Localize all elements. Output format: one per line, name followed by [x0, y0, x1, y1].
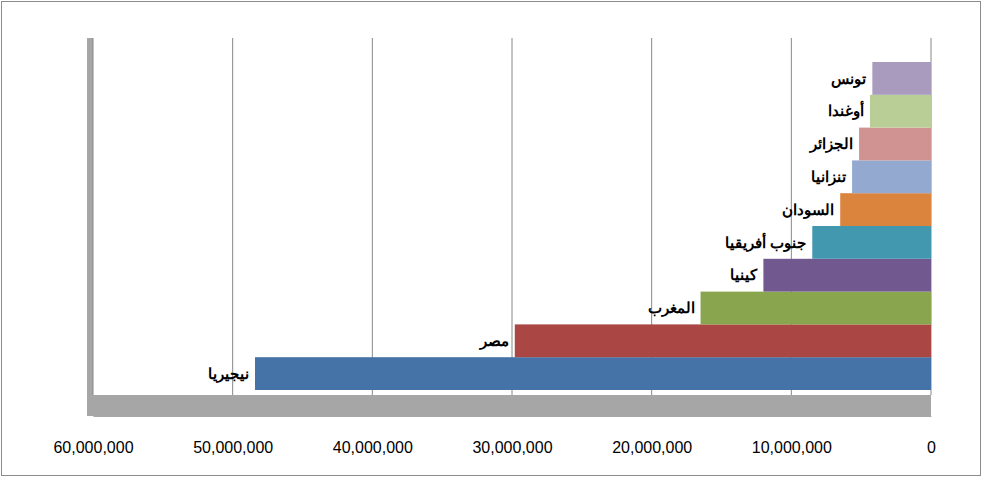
bar [515, 324, 931, 357]
x-axis: 0 10,000,000 20,000,000 30,000,000 40,000,00… [53, 416, 936, 456]
category-label: مصر [479, 332, 509, 350]
bar [763, 259, 931, 292]
floor [87, 395, 931, 416]
tick-label: 60,000,000 [53, 439, 133, 456]
category-label: تنزانيا [811, 168, 846, 186]
grid-line [232, 38, 233, 395]
axis-line [94, 416, 932, 417]
tick-label: 30,000,000 [472, 439, 552, 456]
tick: 60,000,000 [53, 416, 133, 456]
bar [812, 226, 931, 259]
side-wall [87, 38, 93, 416]
bar [859, 128, 931, 161]
bar [870, 95, 931, 128]
tick-label: 40,000,000 [333, 439, 413, 456]
category-label: جنوب أفريقيا [725, 232, 806, 252]
grid [93, 38, 931, 395]
category-label: تونس [831, 70, 866, 88]
tick-label: 10,000,000 [752, 439, 832, 456]
outer-frame [2, 2, 981, 476]
tick-label: 0 [927, 439, 936, 456]
tick-label: 50,000,000 [193, 439, 273, 456]
bar [701, 292, 931, 325]
grid-line [93, 38, 94, 395]
grid-line [512, 38, 513, 395]
category-labels: نيجيريا مصر المغرب كينيا جنوب أفريقيا السودان… [208, 70, 866, 383]
bar [872, 62, 931, 95]
category-label: كينيا [730, 266, 758, 283]
tick: 10,000,000 [752, 416, 832, 456]
bars [255, 62, 931, 390]
category-label: نيجيريا [208, 365, 249, 383]
chart: نيجيريا مصر المغرب كينيا جنوب أفريقيا السودان… [0, 0, 982, 477]
tick: 0 [927, 416, 936, 456]
bar [255, 357, 931, 390]
category-label: المغرب [648, 299, 695, 317]
bar [840, 193, 931, 226]
tick: 20,000,000 [612, 416, 692, 456]
tick: 50,000,000 [193, 416, 273, 456]
bar [852, 160, 931, 193]
tick: 30,000,000 [472, 416, 552, 456]
tick: 40,000,000 [333, 416, 413, 456]
category-label: أوغندا [828, 100, 864, 120]
category-label: السودان [782, 201, 834, 219]
grid-line [372, 38, 373, 395]
tick-label: 20,000,000 [612, 439, 692, 456]
category-label: الجزائر [809, 135, 853, 153]
